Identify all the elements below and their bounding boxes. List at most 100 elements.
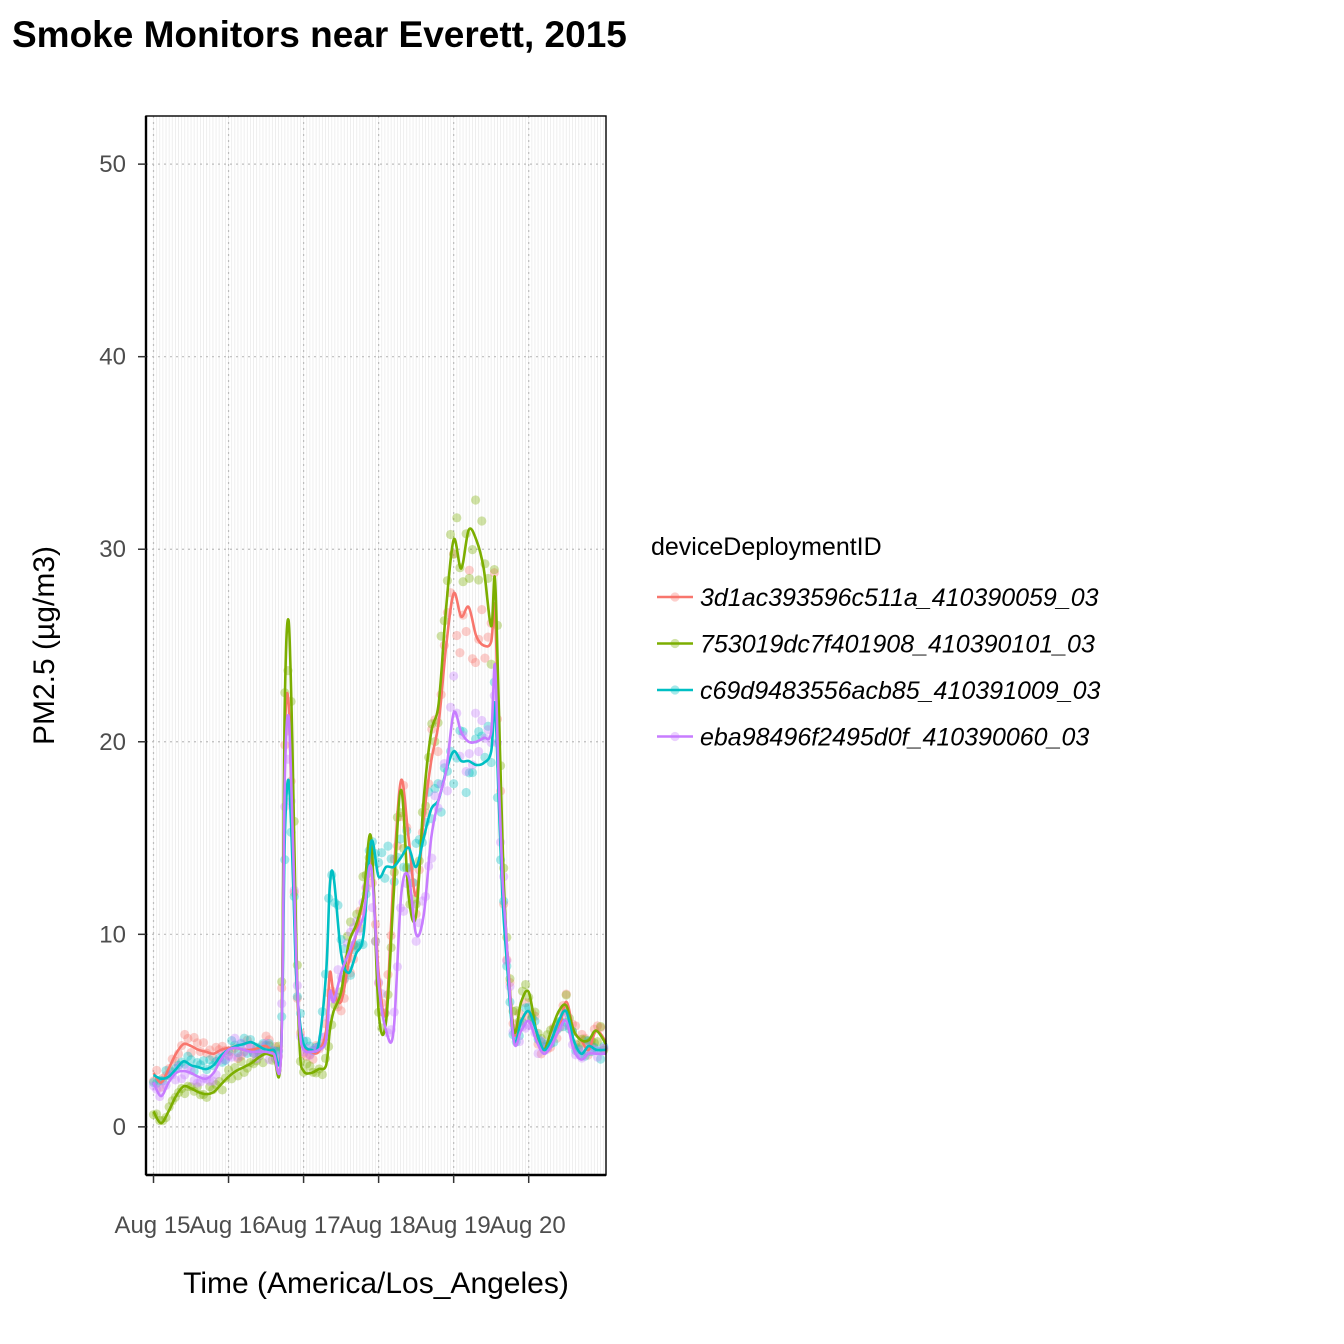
data-point [230, 1033, 240, 1043]
data-point [383, 841, 393, 851]
data-point [186, 1055, 196, 1065]
x-tick-label: Aug 17 [265, 1212, 341, 1239]
x-tick-label: Aug 18 [340, 1212, 416, 1239]
x-tick-label: Aug 16 [190, 1212, 266, 1239]
data-point [198, 1038, 209, 1048]
data-point [345, 917, 356, 927]
data-point [489, 568, 499, 578]
data-point [211, 1042, 221, 1052]
data-point [208, 1052, 218, 1062]
data-point [445, 529, 456, 540]
data-point [217, 1085, 227, 1095]
data-point [308, 1054, 318, 1064]
data-point [236, 1056, 246, 1067]
data-point [449, 779, 459, 789]
data-point [445, 702, 456, 712]
data-point [183, 1033, 193, 1044]
data-point [180, 1088, 190, 1099]
legend-label: eba98496f2495d0f_410390060_03 [700, 724, 1089, 752]
legend-swatch-point [670, 731, 680, 742]
data-point [233, 1071, 243, 1081]
data-point [302, 1059, 312, 1069]
data-point [433, 779, 443, 789]
data-point [449, 671, 459, 681]
data-point [189, 1032, 199, 1043]
data-point [377, 848, 387, 858]
data-point [177, 1074, 187, 1084]
data-point [461, 787, 471, 798]
data-point [223, 1065, 234, 1075]
y-tick-label: 0 [113, 1114, 126, 1141]
data-point [461, 626, 471, 637]
chart-title: Smoke Monitors near Everett, 2015 [12, 14, 627, 55]
data-point [192, 1038, 202, 1048]
data-point [467, 767, 478, 778]
x-tick-label: Aug 20 [490, 1212, 566, 1239]
data-point [227, 1052, 237, 1062]
data-point [198, 1056, 209, 1066]
data-point [458, 577, 468, 587]
legend-title: deviceDeploymentID [651, 533, 882, 561]
data-point [395, 834, 406, 844]
data-point [180, 1029, 190, 1040]
data-point [430, 783, 440, 794]
legend-label: c69d9483556acb85_410391009_03 [700, 677, 1100, 705]
data-point [205, 1082, 215, 1092]
data-point [474, 746, 484, 757]
data-point [433, 746, 443, 757]
data-point [520, 998, 531, 1008]
series-lines [152, 527, 608, 1125]
data-point [205, 1055, 215, 1065]
data-point [233, 1053, 243, 1064]
legend-label: 753019dc7f401908_410390101_03 [700, 631, 1095, 659]
data-point [233, 1048, 243, 1058]
data-point [186, 1048, 196, 1058]
data-point [411, 838, 421, 848]
data-point [258, 1058, 268, 1068]
data-point [464, 768, 474, 778]
data-point [561, 990, 571, 1000]
y-tick-label: 30 [99, 536, 126, 563]
data-point [489, 565, 499, 575]
legend-swatch-point [670, 592, 680, 602]
legend-swatch-point [670, 685, 680, 695]
legend-swatch-point [670, 638, 680, 649]
data-point [536, 1049, 546, 1059]
data-point [233, 1052, 243, 1062]
y-tick-label: 50 [99, 151, 126, 178]
data-point [467, 654, 478, 664]
data-point [442, 786, 453, 796]
x-tick-label: Aug 19 [415, 1212, 491, 1239]
data-point [208, 1076, 218, 1086]
data-point [577, 1029, 587, 1040]
data-point [477, 715, 487, 726]
data-point [317, 1069, 327, 1080]
x-axis-title: Time (America/Los_Angeles) [183, 1267, 569, 1300]
y-axis-title: PM2.5 (µg/m3) [28, 546, 61, 745]
data-point [227, 1035, 237, 1046]
data-point [596, 1054, 606, 1064]
legend: deviceDeploymentID 3d1ac393596c511a_41039… [651, 533, 1100, 752]
data-point [236, 1051, 246, 1061]
data-point [596, 1021, 606, 1032]
data-point [411, 936, 421, 946]
legend-label: 3d1ac393596c511a_410390059_03 [700, 584, 1099, 612]
y-tick-label: 40 [99, 344, 126, 371]
data-point [183, 1051, 193, 1061]
data-point [592, 1037, 603, 1047]
data-point [474, 726, 484, 737]
data-point [480, 653, 490, 663]
data-point [192, 1078, 202, 1088]
data-point [239, 1067, 249, 1078]
data-point [470, 657, 481, 668]
data-point [470, 708, 481, 718]
data-point [592, 1021, 603, 1031]
data-point [464, 573, 474, 583]
data-point [264, 1035, 274, 1045]
data-point [239, 1033, 249, 1043]
data-point [477, 605, 487, 615]
y-tick-label: 10 [99, 921, 126, 948]
data-point [192, 1057, 202, 1068]
data-point [264, 1055, 274, 1065]
